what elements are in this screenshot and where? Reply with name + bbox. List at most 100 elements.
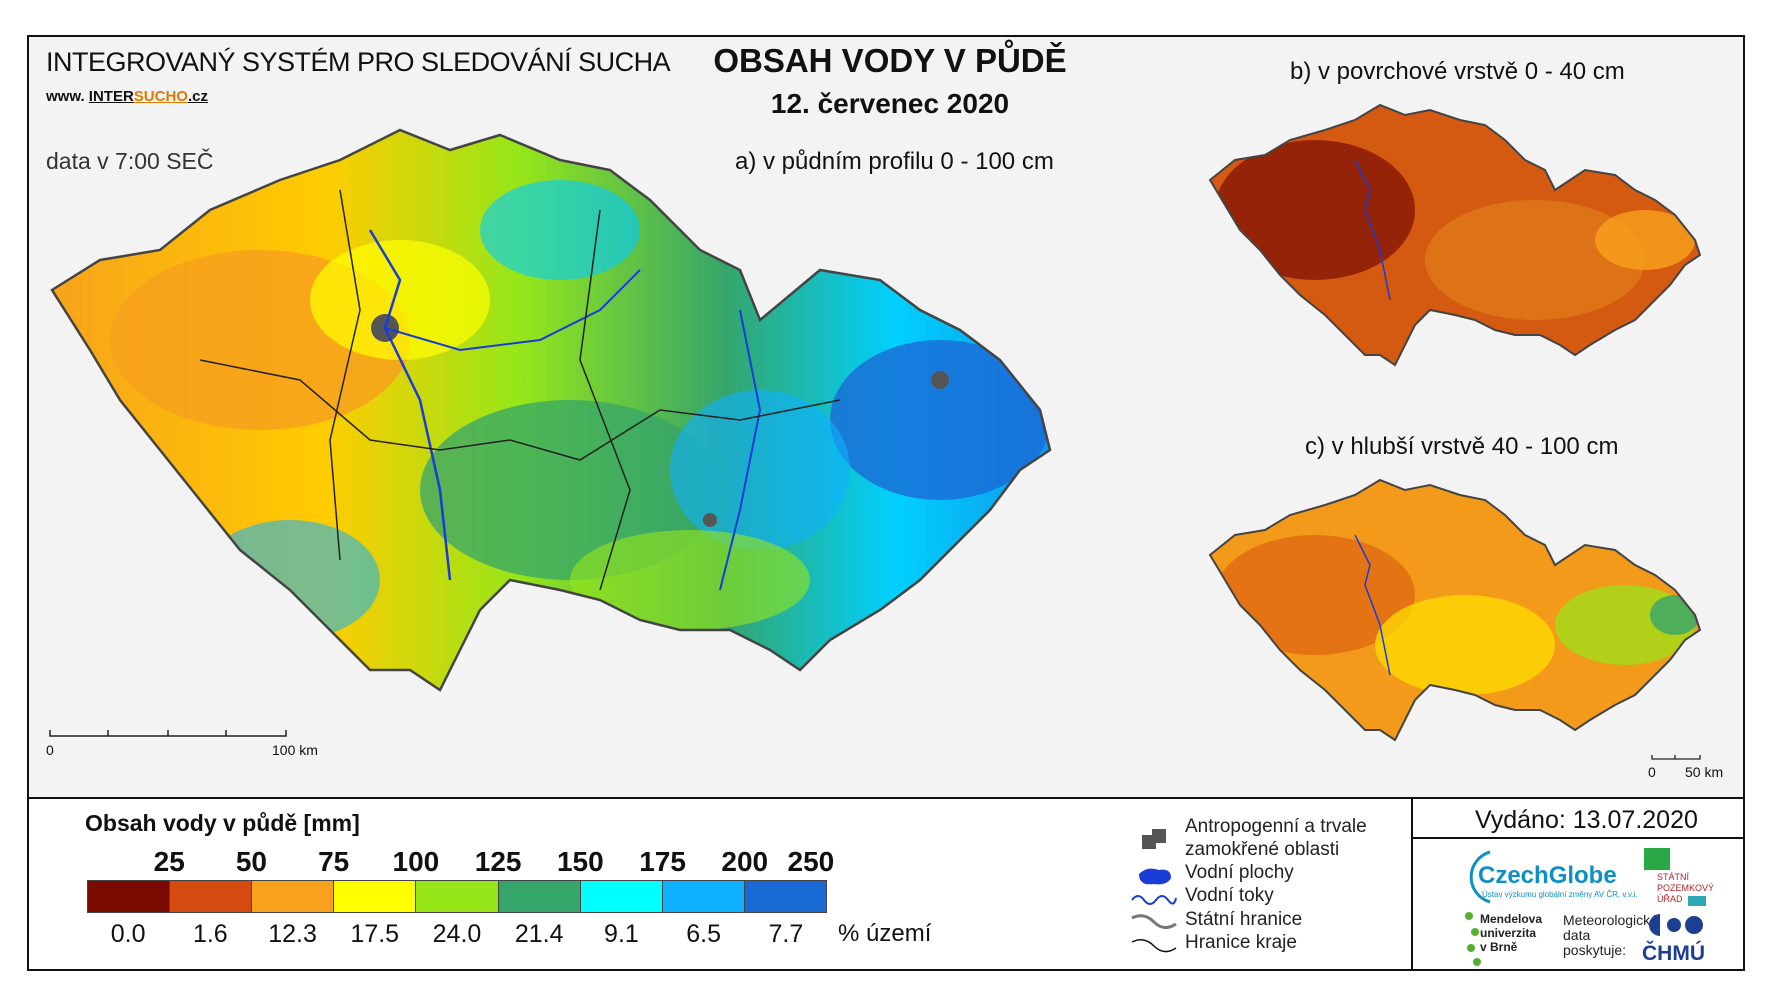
www-sucho: SUCHO — [133, 88, 188, 105]
legend-percent-value: 6.5 — [686, 920, 722, 948]
region-border-3 — [579, 209, 631, 591]
issued-box — [1413, 799, 1743, 839]
spu-logo-text: STÁTNÍ POZEMKOVÝ ÚŘAD — [1657, 872, 1714, 905]
zone-central-bohemia — [310, 240, 490, 360]
wet-zone-south-west — [200, 520, 380, 640]
legend-break-label: 75 — [318, 846, 350, 877]
legend-divider — [1411, 797, 1413, 971]
wet-zone-moravia — [670, 390, 850, 550]
wet-zone-east — [830, 340, 1050, 500]
www-prefix: www. — [46, 88, 85, 105]
legend-percent-value: 0.0 — [110, 920, 146, 948]
anthropogenic-area-ostrava — [931, 371, 949, 389]
scale-small-end: 50 km — [1685, 764, 1723, 780]
zone-b-central — [1425, 200, 1645, 320]
region-border-2 — [329, 189, 361, 561]
legend-percent-value: 17.5 — [350, 920, 400, 948]
date-title: 12. červenec 2020 — [770, 88, 1010, 119]
mendel-logo-text: Mendelova univerzita v Brně — [1480, 912, 1542, 954]
map-b — [1208, 103, 1702, 367]
scale-small-start: 0 — [1648, 764, 1656, 780]
chmu-logo-icon — [1649, 914, 1703, 936]
state-border-c — [1208, 478, 1702, 742]
scale-bar-small: 0 50 km — [1648, 755, 1723, 780]
state-border-label: Státní hranice — [1185, 909, 1303, 930]
main-title: OBSAH VODY V PŮDĚ — [713, 42, 1067, 79]
legend-swatch — [662, 881, 745, 912]
data-time: data v 7:00 SEČ — [46, 148, 214, 174]
legend-break-label: 200 — [721, 846, 769, 877]
legend-percent-unit: % území — [838, 920, 932, 947]
legend-percent-value: 24.0 — [432, 920, 482, 948]
spu-line-3: ÚŘAD — [1657, 894, 1683, 904]
spu-logo-icon — [1644, 848, 1706, 906]
anthropogenic-label-2: zamokřené oblasti — [1185, 839, 1340, 860]
region-border — [199, 359, 841, 461]
legend-break-label: 25 — [153, 846, 185, 877]
zone-south-moravia — [570, 530, 810, 630]
legend-swatches — [87, 880, 827, 913]
legend-title: Obsah vody v půdě [mm] — [85, 810, 360, 836]
website-link[interactable]: www. INTERSUCHO.cz — [46, 88, 208, 105]
legend-break-label: 250 — [787, 846, 835, 877]
chmu-logo: ČHMÚ — [1642, 942, 1705, 965]
map-b-label: b) v povrchové vrstvě 0 - 40 cm — [1290, 58, 1625, 85]
region-border-label: Hranice kraje — [1185, 932, 1297, 953]
meteo-data-provider-text: Meteorologická data poskytuje: — [1563, 913, 1658, 958]
state-border-icon — [1131, 914, 1177, 929]
mendel-line-2: univerzita — [1480, 926, 1537, 940]
legend-break-label: 50 — [235, 846, 268, 877]
czechglobe-logo-icon — [1469, 850, 1491, 904]
state-border-a — [50, 128, 1052, 692]
water-streams-label: Vodní toky — [1185, 885, 1274, 906]
zone-c-west — [1215, 535, 1415, 655]
www-suffix: .cz — [187, 88, 208, 105]
river-morava — [719, 309, 762, 591]
wet-zone-north — [480, 180, 640, 280]
legend-percent-value: 12.3 — [268, 920, 317, 948]
meteo-line-1: Meteorologická — [1563, 912, 1658, 928]
legend-swatch — [88, 881, 171, 912]
anthropogenic-area-brno — [703, 513, 717, 527]
map-c-label: c) v hlubší vrstvě 40 - 100 cm — [1305, 433, 1619, 460]
spu-line-1: STÁTNÍ — [1657, 872, 1690, 882]
legend-percent-value: 1.6 — [192, 920, 228, 948]
legend-swatch — [744, 881, 826, 912]
issued-date: Vydáno: 13.07.2020 — [1475, 806, 1698, 834]
anthropogenic-icon — [1142, 829, 1166, 849]
czechglobe-logo: CzechGlobe — [1478, 862, 1617, 889]
river-vltava — [368, 229, 452, 581]
zone-b-east — [1595, 210, 1695, 270]
map-a: 0 100 km — [46, 128, 1052, 758]
legend-swatch — [334, 881, 417, 912]
scale-bar-main: 0 100 km — [46, 730, 318, 758]
legend-break-label: 125 — [474, 846, 522, 877]
legend-swatch — [416, 881, 499, 912]
meteo-line-2: data — [1563, 927, 1591, 943]
system-name: INTEGROVANÝ SYSTÉM PRO SLEDOVÁNÍ SUCHA — [46, 47, 671, 77]
legend-swatch — [580, 881, 663, 912]
mendel-logo-icon — [1465, 912, 1481, 966]
scale-main-start: 0 — [46, 742, 54, 758]
water-areas-label: Vodní plochy — [1185, 862, 1294, 883]
legend-swatch — [498, 881, 581, 912]
river-b — [1354, 159, 1391, 301]
mendel-line-1: Mendelova — [1480, 912, 1543, 926]
river-c — [1354, 534, 1391, 676]
scale-main-end: 100 km — [272, 742, 318, 758]
meteo-line-3: poskytuje: — [1563, 942, 1627, 958]
zone-c-far-east — [1650, 595, 1700, 635]
legend-swatch — [252, 881, 335, 912]
map-c: 0 50 km — [1208, 478, 1723, 780]
legend-percent-value: 7.7 — [768, 920, 804, 948]
czechglobe-subtitle: Ústav výzkumu globální změny AV ČR, v.v.… — [1482, 890, 1638, 899]
state-border-b — [1208, 103, 1702, 367]
region-border-icon — [1131, 939, 1177, 953]
legend-swatch — [170, 881, 253, 912]
www-inter: INTER — [88, 88, 134, 105]
legend-percent-value: 9.1 — [604, 920, 639, 948]
legend-percent-value: 21.4 — [514, 920, 564, 948]
anthropogenic-label: Antropogenní a trvale — [1185, 816, 1367, 837]
water-area-icon — [1139, 868, 1171, 885]
spu-line-2: POZEMKOVÝ — [1657, 883, 1715, 893]
